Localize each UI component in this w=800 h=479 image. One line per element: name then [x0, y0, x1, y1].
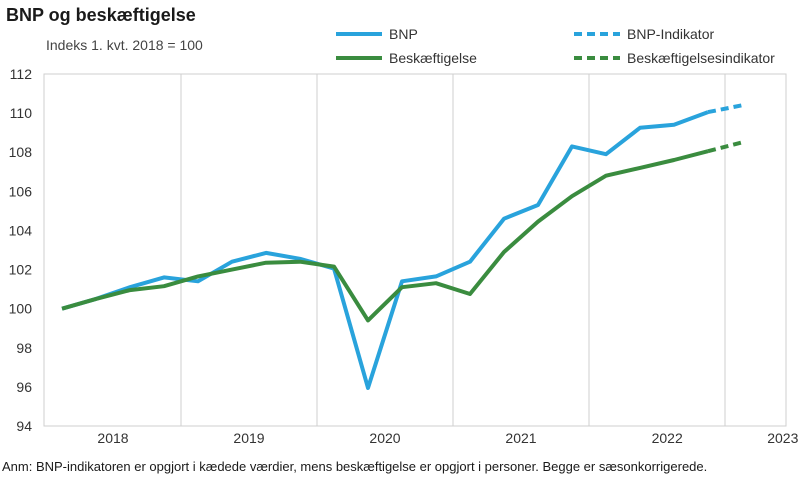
x-year-label: 2018 [97, 430, 128, 446]
y-tick-label: 102 [9, 262, 33, 278]
series-line-4 [707, 140, 743, 154]
chart-subtitle: Indeks 1. kvt. 2018 = 100 [46, 37, 203, 53]
x-year-label: 2023 [767, 430, 798, 446]
y-tick-label: 112 [10, 66, 33, 82]
series-line-2 [61, 149, 709, 323]
y-tick-label: 104 [9, 222, 33, 238]
x-year-label: 2019 [233, 430, 264, 446]
y-tick-label: 96 [16, 379, 32, 395]
plot-area-border [43, 73, 787, 427]
x-year-label: 2022 [652, 430, 683, 446]
series-line-3 [707, 103, 743, 115]
legend-label: BNP [389, 26, 418, 42]
legend-label: Beskæftigelse [389, 50, 477, 66]
chart-title: BNP og beskæftigelse [6, 5, 196, 25]
y-tick-label: 98 [16, 340, 32, 356]
chart-footnote: Anm: BNP-indikatoren er opgjort i kædede… [2, 459, 708, 474]
x-year-label: 2020 [369, 430, 400, 446]
y-tick-label: 94 [16, 418, 32, 434]
series-line-1 [61, 110, 709, 390]
y-tick-label: 106 [9, 183, 33, 199]
x-year-label: 2021 [505, 430, 536, 446]
legend-label: BNP-Indikator [627, 26, 714, 42]
y-tick-label: 108 [9, 144, 33, 160]
legend-label: Beskæftigelsesindikator [627, 50, 775, 66]
y-tick-label: 100 [9, 301, 33, 317]
y-tick-label: 110 [10, 105, 33, 121]
